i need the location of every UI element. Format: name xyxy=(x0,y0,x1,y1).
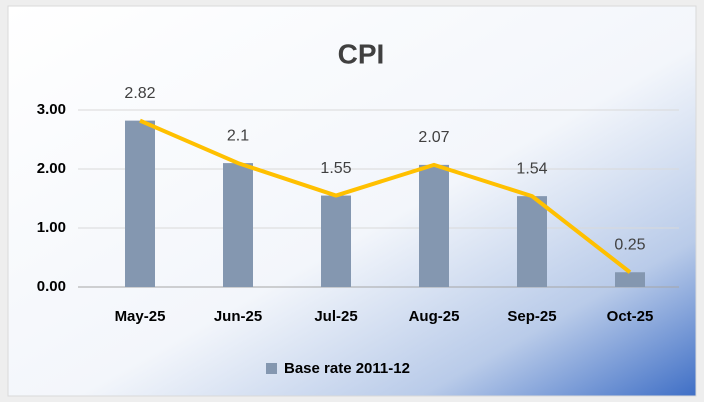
data-label: 2.07 xyxy=(418,129,449,146)
y-tick-label: 0.00 xyxy=(37,278,66,295)
y-tick-label: 1.00 xyxy=(37,219,66,236)
line xyxy=(139,118,632,274)
data-label: 1.55 xyxy=(320,160,351,177)
bar xyxy=(517,196,547,287)
bar xyxy=(223,163,253,287)
data-label: 0.25 xyxy=(614,236,645,253)
bar xyxy=(125,120,155,288)
x-tick-label: May-25 xyxy=(115,308,166,325)
chart-title: CPI xyxy=(338,38,385,69)
x-tick-label: Oct-25 xyxy=(607,308,654,325)
bar xyxy=(615,272,645,287)
data-label: 2.1 xyxy=(227,127,249,144)
data-label: 1.54 xyxy=(516,160,547,177)
legend-label: Base rate 2011-12 xyxy=(284,360,410,377)
y-tick-label: 3.00 xyxy=(37,101,66,118)
x-tick-label: Jul-25 xyxy=(314,308,357,325)
chart-area xyxy=(7,5,697,397)
data-label: 2.82 xyxy=(124,85,155,102)
y-tick-label: 2.00 xyxy=(37,160,66,177)
legend-swatch xyxy=(266,363,277,374)
bar xyxy=(321,195,351,287)
bar xyxy=(419,164,449,287)
x-tick-label: Aug-25 xyxy=(409,308,460,325)
x-tick-label: Sep-25 xyxy=(507,308,556,325)
x-tick-label: Jun-25 xyxy=(214,308,262,325)
